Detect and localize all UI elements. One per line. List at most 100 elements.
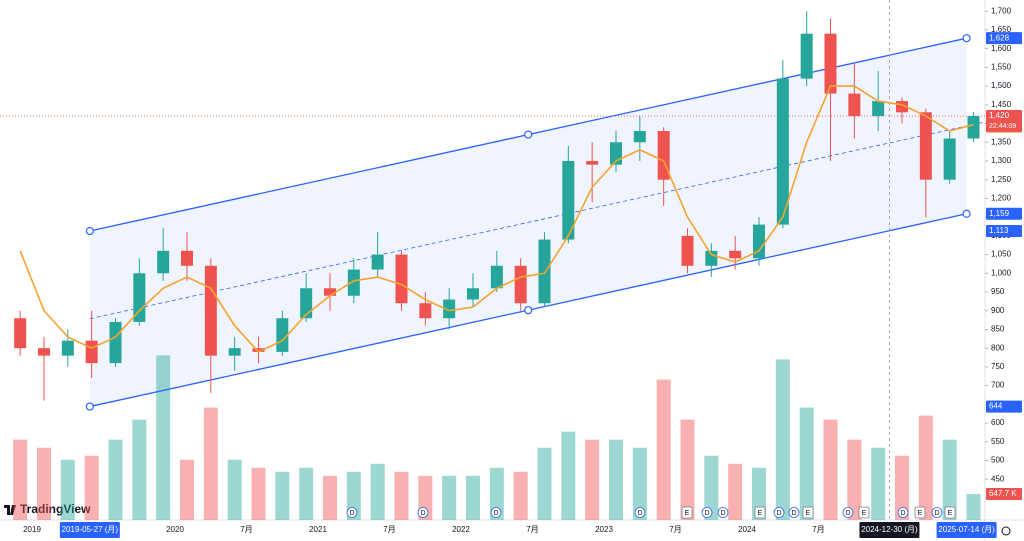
candle-body bbox=[61, 340, 74, 356]
y-tick-label: 700 bbox=[991, 381, 1005, 390]
candle-body bbox=[919, 112, 932, 180]
event-circle bbox=[490, 507, 502, 518]
last-price-tag: 1,420 bbox=[989, 111, 1010, 120]
volume-bar bbox=[585, 439, 600, 520]
event-label: D bbox=[900, 510, 905, 517]
volume-bar bbox=[632, 447, 647, 520]
event-marker: E bbox=[858, 506, 870, 519]
event-label: D bbox=[934, 510, 939, 517]
candle-body bbox=[395, 254, 408, 304]
x-tick-label: 2024 bbox=[738, 525, 756, 534]
candle-body bbox=[633, 131, 646, 143]
event-marker: D bbox=[773, 507, 785, 518]
volume-bar bbox=[823, 419, 838, 520]
candle-body bbox=[347, 269, 360, 296]
date-highlight: 2025-07-14 (月) bbox=[938, 525, 995, 534]
y-tick-label: 1,000 bbox=[991, 268, 1012, 277]
event-box bbox=[754, 506, 766, 519]
event-marker: D bbox=[897, 507, 909, 518]
event-label: D bbox=[845, 510, 850, 517]
y-tick-label: 850 bbox=[991, 325, 1005, 334]
candle-body bbox=[562, 160, 575, 240]
volume-bar bbox=[609, 439, 623, 520]
y-tick-label: 1,250 bbox=[991, 175, 1012, 184]
settings-icon[interactable] bbox=[1001, 526, 1011, 536]
event-circle bbox=[634, 507, 646, 518]
candle-body bbox=[490, 265, 503, 289]
y-tick-label: 800 bbox=[991, 343, 1005, 352]
volume-bar bbox=[656, 379, 671, 520]
channel-tag-bg bbox=[986, 400, 1022, 413]
y-tick-label: 1,700 bbox=[991, 6, 1012, 15]
channel-tag: 1,159 bbox=[989, 209, 1010, 218]
event-marker: D bbox=[701, 507, 713, 518]
event-label: E bbox=[862, 510, 867, 517]
channel-anchor bbox=[524, 306, 533, 315]
candle-body bbox=[109, 321, 122, 364]
event-circle bbox=[788, 507, 800, 518]
x-tick-label: 7月 bbox=[240, 525, 252, 534]
x-tick-label: 2019 bbox=[23, 525, 41, 534]
event-box bbox=[914, 506, 926, 519]
event-box bbox=[858, 506, 870, 519]
volume-bar bbox=[132, 419, 147, 520]
candle-body bbox=[514, 265, 527, 304]
event-label: E bbox=[758, 510, 763, 517]
candle-body bbox=[157, 250, 170, 274]
candle-body bbox=[776, 78, 789, 225]
candle-body bbox=[324, 288, 336, 296]
volume-bar bbox=[442, 475, 457, 520]
x-tick-label: 2022 bbox=[452, 525, 470, 534]
date-highlight: 2019-05-27 (月) bbox=[62, 525, 119, 534]
event-marker: D bbox=[417, 507, 429, 518]
event-marker: E bbox=[802, 506, 814, 519]
event-marker: D bbox=[634, 507, 646, 518]
date-highlight-bg bbox=[859, 522, 920, 538]
channel-tag-bg bbox=[986, 207, 1022, 220]
y-tick-label: 1,550 bbox=[991, 62, 1012, 71]
event-circle bbox=[346, 507, 358, 518]
volume-bar bbox=[513, 471, 528, 520]
volume-bar bbox=[942, 439, 957, 520]
event-circle bbox=[417, 507, 429, 518]
volume-tag: 647.7 K bbox=[989, 489, 1017, 498]
volume-bar bbox=[918, 415, 933, 520]
event-label: D bbox=[791, 510, 796, 517]
y-tick-label: 1,500 bbox=[991, 81, 1012, 90]
event-marker: D bbox=[346, 507, 358, 518]
x-tick-label: 7月 bbox=[669, 525, 681, 534]
candle-body bbox=[300, 288, 313, 319]
event-marker: D bbox=[842, 507, 854, 518]
logo-icon bbox=[4, 505, 16, 515]
candle-body bbox=[443, 299, 456, 319]
y-tick-label: 1,600 bbox=[991, 44, 1012, 53]
candle-body bbox=[943, 138, 956, 180]
candle-body bbox=[252, 348, 265, 352]
volume-bar bbox=[323, 475, 337, 520]
event-circle bbox=[717, 507, 729, 518]
volume-bar bbox=[37, 447, 51, 520]
event-marker: E bbox=[681, 506, 693, 519]
volume-bar bbox=[370, 463, 385, 520]
volume-bar bbox=[489, 467, 504, 520]
channel-tag: 1,628 bbox=[989, 33, 1010, 42]
y-tick-label: 450 bbox=[991, 474, 1005, 483]
event-label: D bbox=[776, 510, 781, 517]
volume-bar bbox=[84, 455, 99, 520]
channel-anchor bbox=[524, 130, 533, 139]
volume-bar bbox=[275, 471, 290, 520]
volume-bar bbox=[728, 463, 743, 520]
event-label: D bbox=[420, 510, 425, 517]
volume-bar bbox=[156, 355, 171, 520]
volume-bar bbox=[871, 447, 886, 520]
candle-body bbox=[896, 101, 908, 113]
y-tick-label: 1,300 bbox=[991, 156, 1012, 165]
event-marker: E bbox=[914, 506, 926, 519]
y-tick-label: 1,650 bbox=[991, 25, 1012, 34]
channel-anchor bbox=[85, 402, 94, 411]
volume-bar bbox=[799, 407, 814, 520]
volume-bar bbox=[466, 475, 480, 520]
candle-body bbox=[276, 318, 289, 352]
event-circle bbox=[931, 507, 943, 518]
